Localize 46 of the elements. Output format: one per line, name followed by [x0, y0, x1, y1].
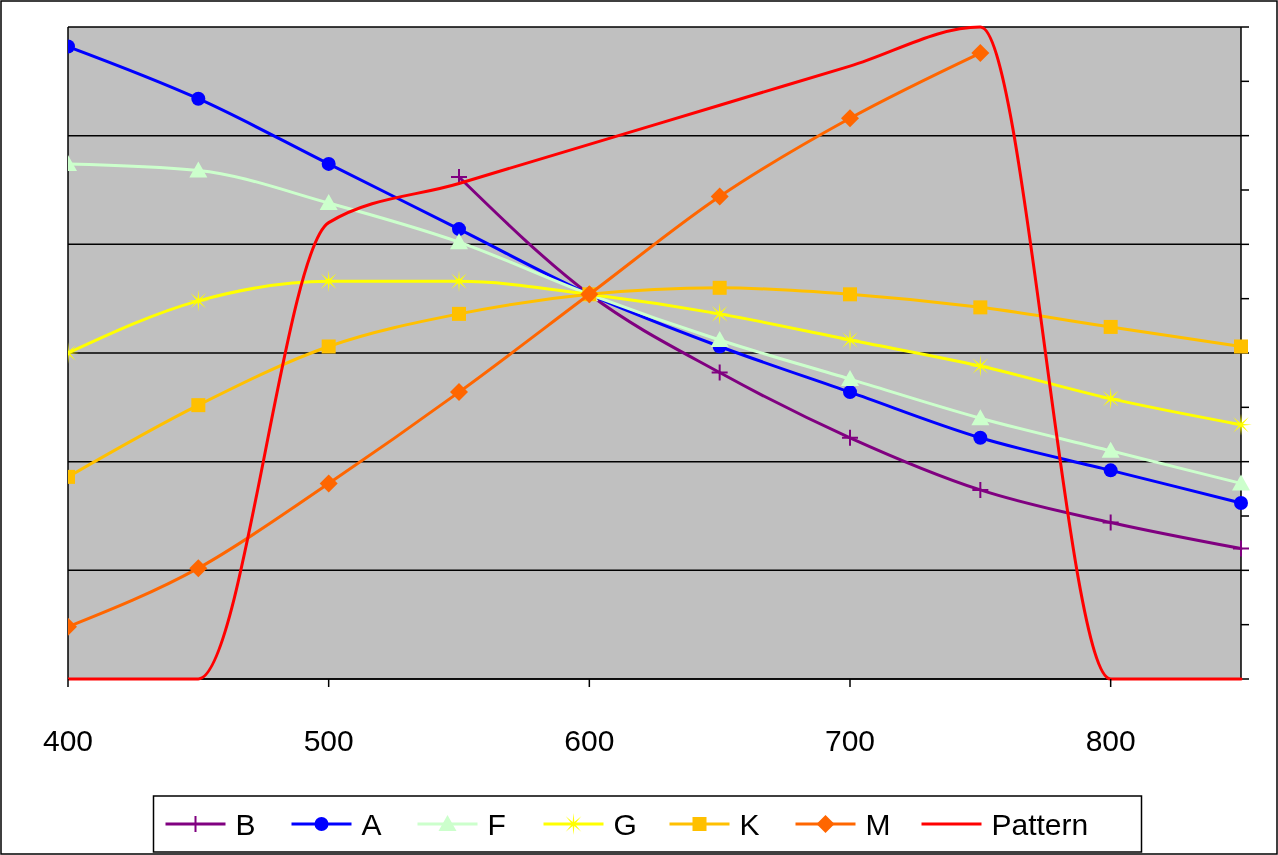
legend-label: F [487, 808, 506, 841]
point [1103, 319, 1118, 334]
point [321, 339, 336, 354]
point [1232, 539, 1250, 558]
point [841, 428, 859, 447]
point [319, 474, 338, 493]
x-tick-label: 700 [824, 724, 876, 757]
point [971, 409, 990, 426]
legend-label: A [361, 808, 382, 841]
point [191, 91, 206, 106]
x-tick-label: 800 [1085, 724, 1136, 757]
point [1101, 513, 1120, 532]
legend-label: B [235, 808, 256, 841]
point [452, 222, 466, 237]
x-tick-label: 400 [42, 724, 94, 757]
point [189, 161, 208, 178]
legend-label: M [865, 808, 891, 841]
point [1103, 463, 1118, 478]
point [971, 480, 990, 499]
point [710, 363, 729, 382]
point [189, 559, 208, 578]
x-tick-label: 500 [303, 724, 354, 757]
point [1101, 441, 1120, 458]
point [321, 156, 336, 171]
point [710, 187, 729, 206]
point [971, 44, 990, 63]
point [319, 194, 338, 211]
point [1232, 474, 1250, 491]
point [973, 430, 988, 445]
point [843, 385, 857, 400]
legend-label: G [613, 808, 637, 841]
point [1234, 495, 1248, 510]
point [450, 233, 468, 250]
point [1099, 387, 1122, 410]
legend-label: Pattern [991, 808, 1089, 841]
point [843, 287, 857, 302]
point [841, 370, 859, 387]
point [452, 306, 466, 321]
point [841, 109, 859, 128]
point [191, 398, 206, 413]
point [712, 280, 727, 295]
point [710, 330, 729, 347]
x-tick-label: 600 [564, 724, 615, 757]
point [973, 300, 988, 315]
legend-label: K [739, 808, 760, 841]
point [450, 383, 468, 402]
